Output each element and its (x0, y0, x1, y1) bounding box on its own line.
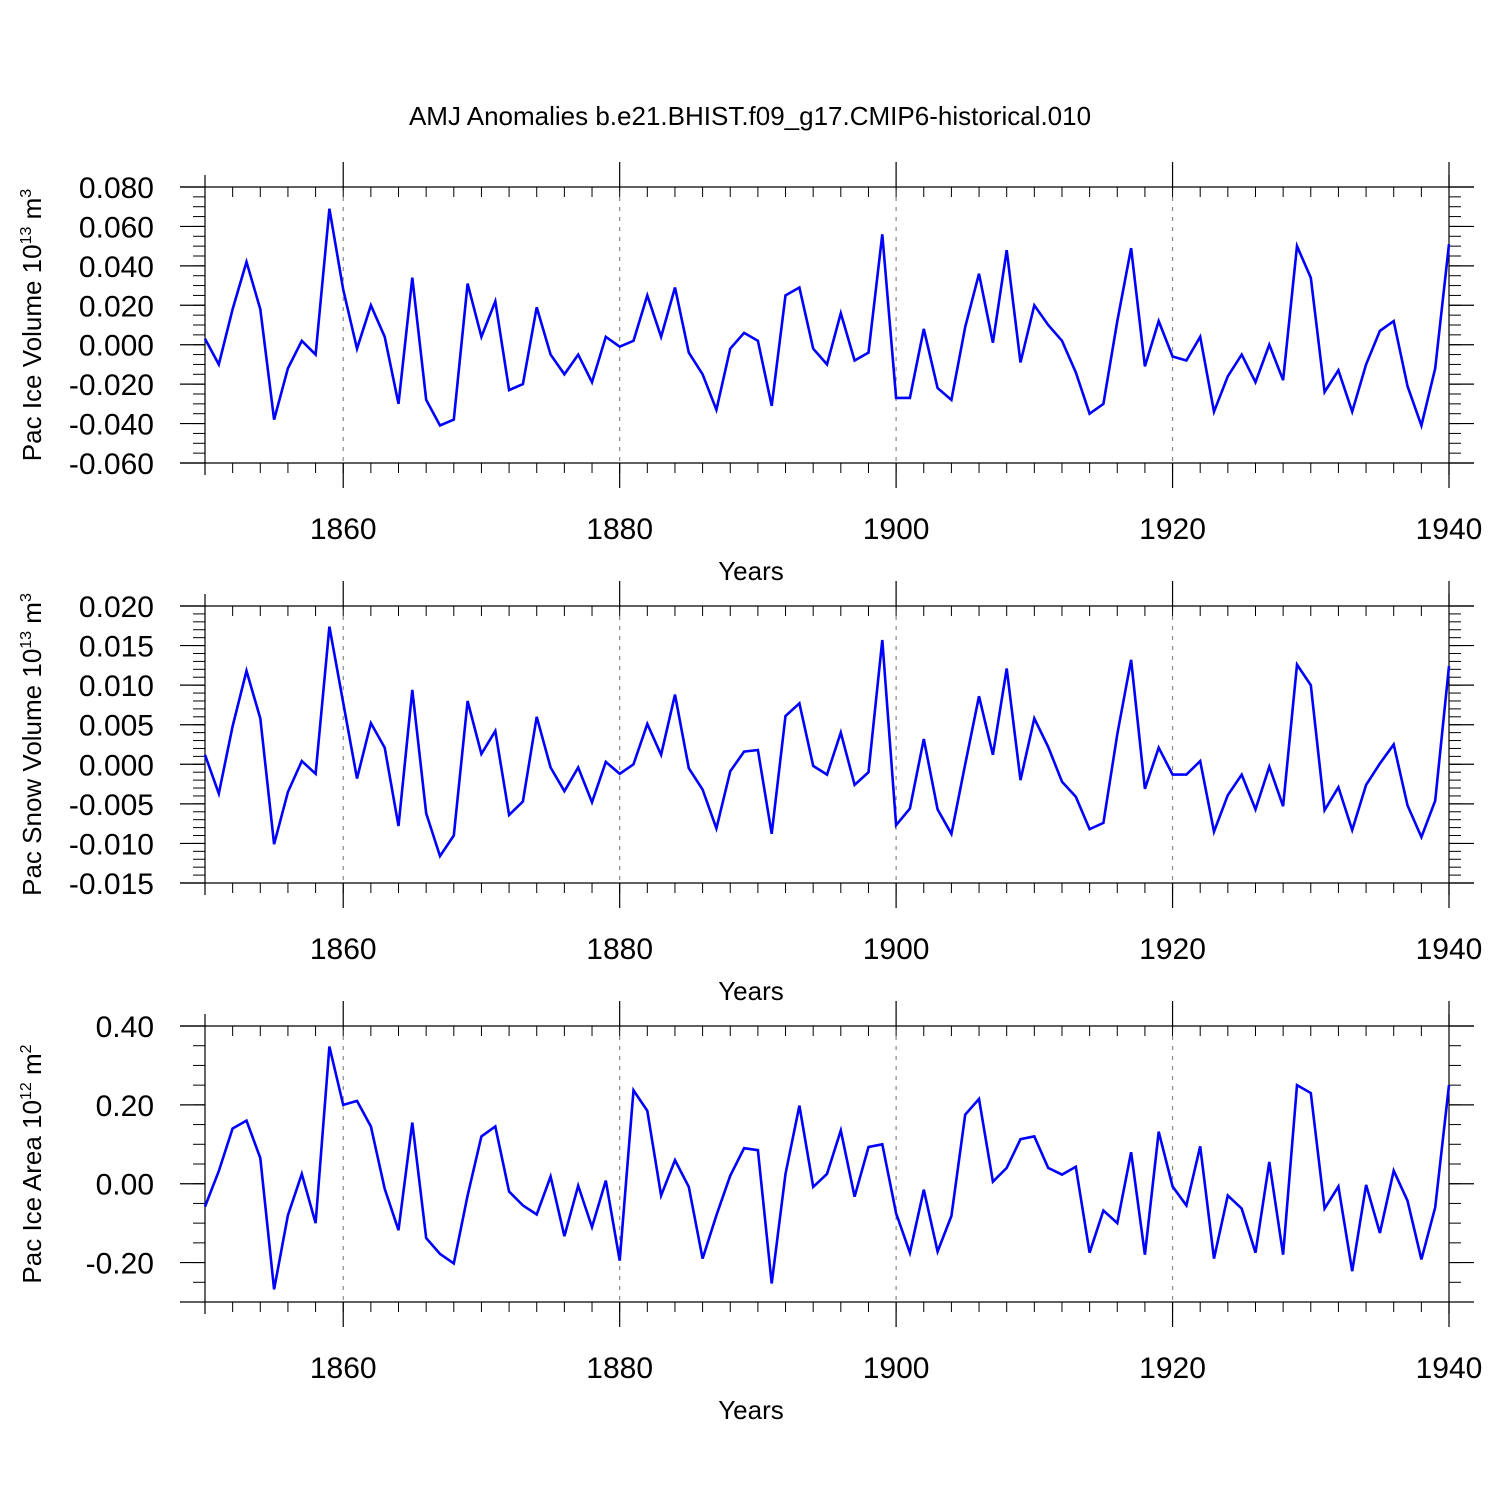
x-tick-label: 1920 (1139, 1352, 1206, 1385)
x-tick-label: 1880 (586, 933, 653, 966)
chart-panel-2: 0.020 0.015 0.010 0.005 0.000 -0.005 -0.010 -0.… (17, 581, 1482, 1006)
x-tick-label: 1880 (586, 1352, 653, 1385)
x-tick-label: 1940 (1416, 513, 1483, 546)
chart-panel-3: 0.40 0.20 0.00 -0.20 1860 1880 1900 1920 1940 Yea… (17, 1001, 1482, 1425)
y-axis-label: Pac Snow Volume 1013 m3 (17, 593, 47, 896)
y-axis-label-text: Pac Ice Area 10 (17, 1100, 47, 1284)
y-axis-label-unit-exponent: 2 (18, 1044, 35, 1053)
y-axis-label: Pac Ice Area 1012 m2 (17, 1044, 47, 1283)
x-tick-label: 1940 (1416, 933, 1483, 966)
x-tick-label: 1920 (1139, 513, 1206, 546)
y-tick-label: -0.040 (69, 409, 154, 442)
y-tick-label: 0.015 (79, 631, 154, 664)
y-tick-label: 0.20 (96, 1090, 154, 1123)
series-line (203, 1046, 1451, 1290)
y-axis-label-unit: m (17, 602, 47, 631)
x-tick-label: 1900 (863, 1352, 930, 1385)
x-tick-label: 1860 (310, 1352, 377, 1385)
y-tick-label: 0.040 (79, 251, 154, 284)
y-tick-label: 0.080 (79, 172, 154, 205)
y-axis-label-exponent: 12 (18, 1082, 35, 1100)
series-line (203, 208, 1451, 431)
y-tick-label: -0.005 (69, 789, 154, 822)
y-axis-label-exponent: 13 (18, 631, 35, 649)
y-tick-label: 0.060 (79, 211, 154, 244)
y-tick-label: -0.020 (69, 369, 154, 402)
y-tick-label: 0.020 (79, 290, 154, 323)
y-axis-label-text: Pac Ice Volume 10 (17, 244, 47, 461)
y-axis-label-unit-exponent: 3 (18, 189, 35, 198)
x-tick-label: 1880 (586, 513, 653, 546)
x-axis-label: Years (718, 1395, 784, 1425)
y-tick-label: 0.000 (79, 749, 154, 782)
x-tick-label: 1920 (1139, 933, 1206, 966)
y-axis-label-unit: m (17, 1053, 47, 1082)
y-axis-label-unit-exponent: 3 (18, 593, 35, 602)
y-tick-label: 0.005 (79, 710, 154, 743)
y-tick-label: -0.015 (69, 868, 154, 901)
chart-title: AMJ Anomalies b.e21.BHIST.f09_g17.CMIP6-… (409, 101, 1091, 131)
x-tick-label: 1860 (310, 933, 377, 966)
y-axis-label-text: Pac Snow Volume 10 (17, 649, 47, 896)
x-axis-label: Years (718, 976, 784, 1006)
y-tick-label: -0.20 (86, 1248, 154, 1281)
y-axis-label-exponent: 13 (18, 226, 35, 244)
y-tick-label: 0.020 (79, 591, 154, 624)
x-tick-label: 1940 (1416, 1352, 1483, 1385)
y-tick-label: -0.060 (69, 448, 154, 481)
y-tick-label: 0.000 (79, 330, 154, 363)
y-tick-label: 0.40 (96, 1011, 154, 1044)
chart-panels: 0.080 0.060 0.040 0.020 0.000 -0.020 -0.040 -0.… (17, 162, 1482, 1425)
chart-panel-1: 0.080 0.060 0.040 0.020 0.000 -0.020 -0.040 -0.… (17, 162, 1482, 586)
x-tick-label: 1900 (863, 933, 930, 966)
y-axis-label: Pac Ice Volume 1013 m3 (17, 189, 47, 462)
x-tick-label: 1900 (863, 513, 930, 546)
x-axis-label: Years (718, 556, 784, 586)
series-line (203, 626, 1451, 860)
y-tick-label: 0.00 (96, 1169, 154, 1202)
y-tick-label: 0.010 (79, 670, 154, 703)
y-tick-label: -0.010 (69, 828, 154, 861)
y-axis-label-unit: m (17, 198, 47, 227)
x-tick-label: 1860 (310, 513, 377, 546)
